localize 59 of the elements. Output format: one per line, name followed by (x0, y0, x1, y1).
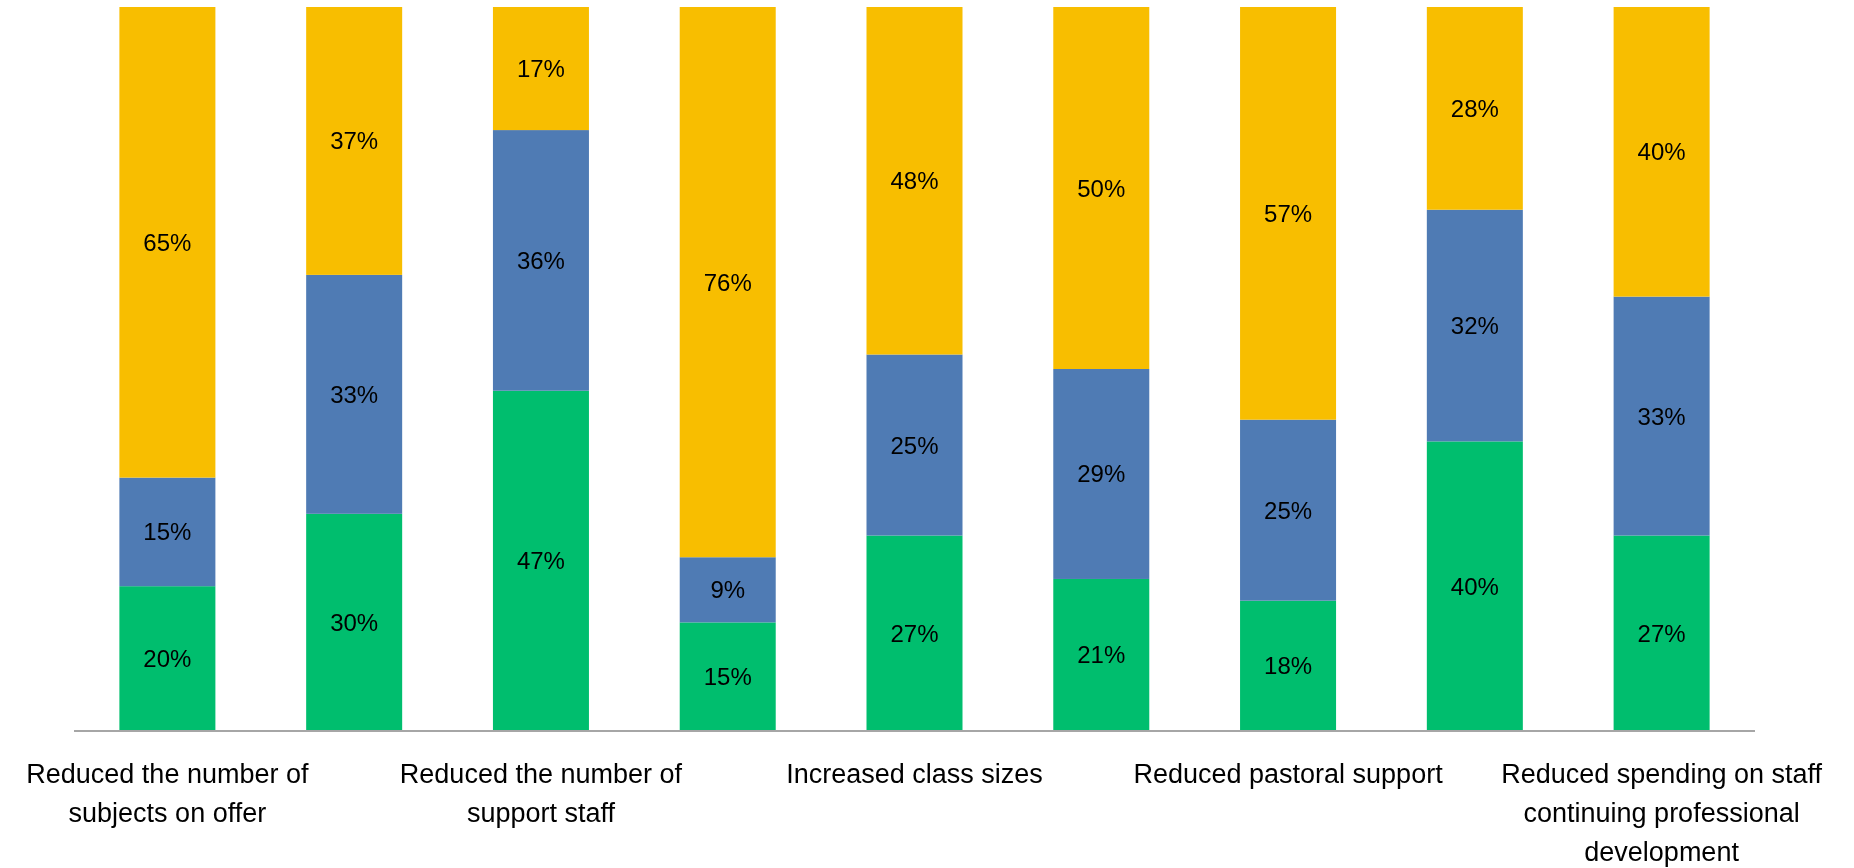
data-label: 25% (1264, 496, 1313, 524)
data-label: 27% (1637, 619, 1686, 647)
bar (306, 7, 403, 275)
bar (1240, 600, 1337, 731)
bar (866, 535, 963, 731)
bar (119, 7, 216, 478)
bar (1240, 7, 1337, 420)
data-label: 9% (710, 576, 746, 604)
bar (1053, 578, 1150, 731)
data-label: 76% (703, 268, 752, 296)
data-label: 18% (1264, 652, 1313, 680)
bar (119, 586, 216, 731)
data-label: 20% (143, 645, 192, 673)
x-tick-label: Increased class sizes (786, 759, 1043, 789)
bar (306, 274, 403, 514)
data-label: 17% (516, 55, 565, 83)
data-label: 50% (1077, 174, 1126, 202)
data-label: 33% (1637, 402, 1686, 430)
bar (1613, 296, 1710, 536)
bar (1426, 441, 1523, 731)
data-label: 29% (1077, 460, 1126, 488)
bar (119, 477, 216, 587)
bar (492, 390, 589, 731)
bar (866, 7, 963, 355)
data-label: 37% (330, 127, 379, 155)
bar (1426, 7, 1523, 210)
data-label: 48% (890, 167, 939, 195)
data-label: 28% (1450, 94, 1499, 122)
data-label: 47% (516, 547, 565, 575)
bar (1613, 7, 1710, 297)
data-label: 57% (1264, 199, 1313, 227)
data-label: 32% (1450, 312, 1499, 340)
bar (1053, 369, 1150, 579)
data-label: 30% (330, 608, 379, 636)
data-label: 36% (516, 246, 565, 274)
bar (306, 513, 403, 731)
bar (1613, 535, 1710, 731)
x-tick-label: Reduced pastoral support (1133, 759, 1444, 789)
data-label: 65% (143, 228, 192, 256)
data-label: 21% (1077, 641, 1126, 669)
bar (492, 130, 589, 391)
bar (1053, 7, 1150, 369)
x-tick-label: Reduced the number of subjects on offer (26, 759, 309, 828)
bar (866, 354, 963, 536)
data-label: 15% (703, 663, 752, 691)
data-label: 15% (143, 518, 192, 546)
bar (492, 7, 589, 131)
bar (1240, 419, 1337, 601)
data-label: 33% (330, 380, 379, 408)
x-tick-label: Reduced spending on staff continuing professional development (1501, 759, 1823, 867)
bar (679, 622, 776, 731)
bar (679, 557, 776, 623)
data-label: 40% (1637, 138, 1686, 166)
data-label: 27% (890, 619, 939, 647)
x-tick-label: Reduced the number of support staff (399, 759, 683, 828)
bar (679, 7, 776, 558)
data-label: 25% (890, 431, 939, 459)
data-label: 40% (1450, 572, 1499, 600)
bar (1426, 209, 1523, 442)
